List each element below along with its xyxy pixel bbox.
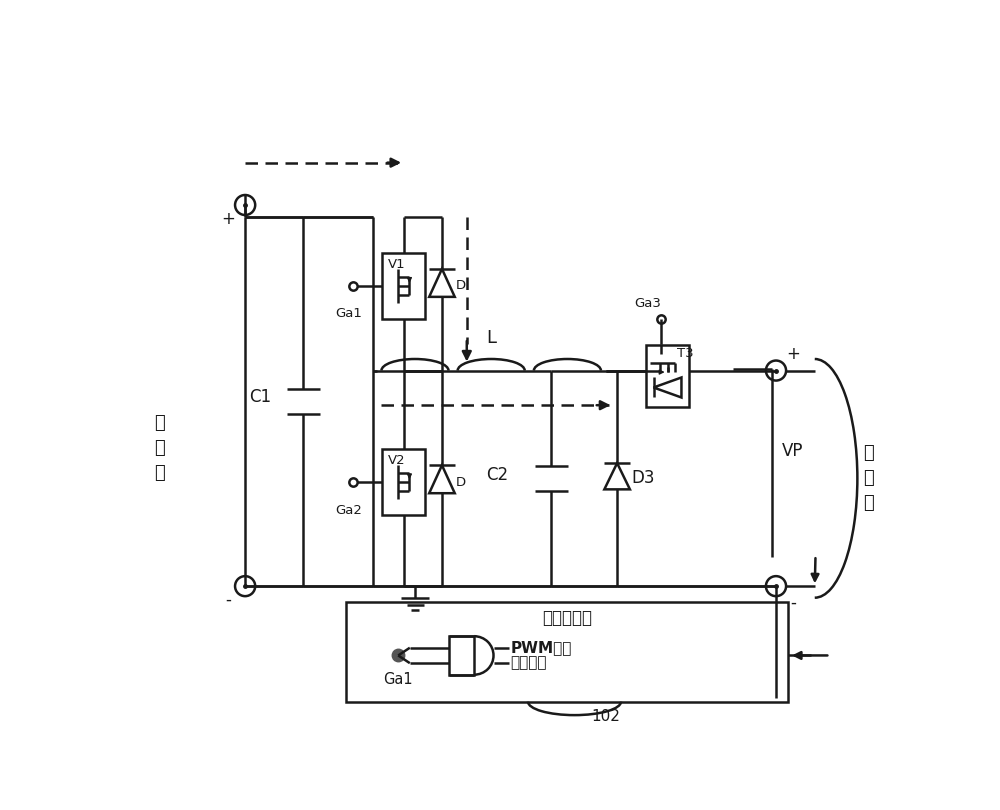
Text: V2: V2: [387, 454, 405, 467]
Bar: [382, 450, 425, 515]
Bar: [449, 636, 474, 675]
Text: Ga3: Ga3: [634, 296, 661, 309]
Text: C1: C1: [250, 389, 272, 407]
Text: D3: D3: [631, 469, 655, 488]
Text: 低
压
侧: 低 压 侧: [864, 445, 874, 513]
Text: L: L: [486, 330, 496, 347]
Text: 高
压
侧: 高 压 侧: [154, 414, 165, 482]
Text: 102: 102: [591, 710, 620, 724]
Text: -: -: [790, 594, 796, 612]
Text: D: D: [456, 475, 466, 488]
Text: 电源控制器: 电源控制器: [542, 609, 592, 627]
Bar: [346, 602, 788, 701]
Text: V1: V1: [387, 258, 405, 271]
Text: PWM信号: PWM信号: [511, 640, 572, 655]
Bar: [382, 254, 425, 318]
Text: +: +: [221, 210, 235, 228]
Text: +: +: [786, 344, 800, 363]
Text: VP: VP: [781, 442, 803, 460]
Text: -: -: [225, 591, 231, 609]
Text: C2: C2: [486, 466, 509, 484]
Text: Ga2: Ga2: [336, 504, 362, 517]
Bar: [646, 345, 689, 407]
Text: 故障信号: 故障信号: [511, 655, 547, 671]
Text: Ga1: Ga1: [383, 672, 413, 688]
Text: Ga1: Ga1: [336, 308, 362, 321]
Text: T3: T3: [677, 347, 693, 360]
Text: D: D: [456, 279, 466, 292]
